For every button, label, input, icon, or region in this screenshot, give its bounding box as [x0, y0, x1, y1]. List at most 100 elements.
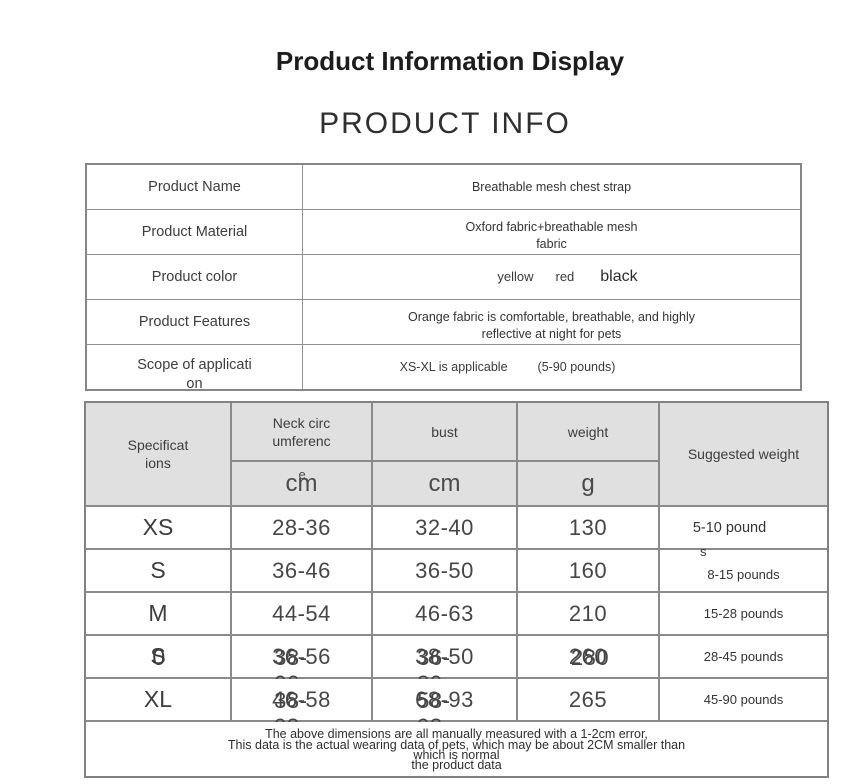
row-label-product-material: Product Material	[87, 210, 302, 254]
size-value: XS	[142, 514, 174, 540]
scope-sizes: XS-XL is applicable	[399, 360, 508, 374]
row-label-product-name: Product Name	[87, 165, 302, 209]
header-specifications: Specificat ions	[86, 403, 230, 505]
unit-weight-g: g	[518, 462, 658, 505]
size-value: M	[148, 600, 168, 626]
header-weight: weight	[518, 403, 658, 460]
spec-row-suggested: 45-90 pounds	[660, 679, 827, 720]
bust-main: 68-93	[415, 686, 474, 712]
spec-row-size: M	[86, 593, 230, 634]
value-text: XS-XL is applicable (5-90 pounds)	[400, 360, 616, 374]
spec-row-weight: 160	[518, 550, 658, 591]
suggested-value: 28-45 pounds	[703, 649, 784, 664]
value-line-2: fabric	[536, 237, 567, 251]
spec-row-neck: 44-54	[232, 593, 371, 634]
unit-text: cm e	[285, 466, 318, 498]
row-value-product-features: Orange fabric is comfortable, breathable…	[303, 300, 800, 344]
spec-row-neck: 28-36	[232, 507, 371, 548]
header-suggested-weight: Suggested weight	[660, 403, 827, 505]
bust-value: 46-63	[415, 600, 474, 626]
weight-value: 210	[568, 600, 608, 626]
size-value: S 0	[150, 643, 165, 670]
row-value-scope-of-application: XS-XL is applicable (5-90 pounds)	[303, 345, 800, 389]
spec-row-neck: 36-46	[232, 550, 371, 591]
unit-value: cm	[285, 469, 318, 497]
spec-row-size: S 0	[86, 636, 230, 677]
row-value-product-material: Oxford fabric+breathable mesh fabric	[303, 210, 800, 254]
bust-value: 38-50 36-80	[415, 643, 474, 696]
weight-value: 260 280	[568, 643, 609, 670]
spec-row-bust: 36-50	[373, 550, 516, 591]
label-text: Product Features	[138, 314, 251, 330]
spec-table: Specificat ions Neck circ umferenc bust …	[84, 401, 829, 778]
size-value: S	[150, 557, 166, 583]
neck-value: 44-54	[272, 600, 331, 626]
spec-row-size: XS	[86, 507, 230, 548]
row-label-product-features: Product Features	[87, 300, 302, 344]
spec-row-weight: 210	[518, 593, 658, 634]
suggested-value: 5-10 pound	[692, 519, 767, 536]
spec-row-bust: 32-40	[373, 507, 516, 548]
scope-pounds: (5-90 pounds)	[537, 360, 616, 374]
neck-main: 46-58	[272, 686, 331, 712]
value-line-1: Orange fabric is comfortable, breathable…	[408, 310, 695, 324]
header-bust: bust	[373, 403, 516, 460]
spec-row-suggested: 15-28 pounds	[660, 593, 827, 634]
spec-row-neck: 36-56 38-06	[232, 636, 371, 696]
color-option-yellow: yellow	[497, 269, 534, 284]
unit-neck-cm: cm e	[232, 462, 371, 505]
page-title: Product Information Display	[275, 46, 625, 76]
header-text: bust	[431, 423, 458, 440]
suggested-overflow: s	[700, 544, 707, 559]
spec-row-neck: 46-58 38-93	[232, 679, 371, 739]
header-text: Specificat ions	[128, 436, 189, 472]
neck-value: 36-46	[272, 557, 331, 583]
row-label-product-color: Product color	[87, 255, 302, 299]
bust-value: 32-40	[415, 514, 474, 540]
spec-row-size: XL	[86, 679, 230, 720]
spec-row-bust: 38-50 36-80	[373, 636, 516, 696]
spec-row-weight: 130	[518, 507, 658, 548]
weight-value: 160	[568, 557, 608, 583]
spec-row-weight: 265	[518, 679, 658, 720]
value-text: Oxford fabric+breathable mesh fabric	[466, 210, 638, 254]
product-info-table: Product Name Breathable mesh chest strap…	[85, 163, 802, 392]
spec-row-suggested: 28-45 pounds	[660, 636, 827, 677]
header-line-1: Neck circ	[272, 414, 331, 431]
value-line-2: reflective at night for pets	[481, 327, 622, 341]
row-label-scope-of-application: Scope of applicati on	[87, 345, 302, 392]
bust-value: 68-93 58-93	[415, 686, 474, 739]
label-text: Scope of applicati on	[137, 345, 251, 394]
color-option-red: red	[555, 269, 575, 284]
value-text: Orange fabric is comfortable, breathable…	[408, 300, 695, 344]
weight-value: 265	[568, 686, 608, 712]
size-value: XL	[143, 686, 173, 712]
unit-bust-cm: cm	[373, 462, 516, 505]
suggested-value: 15-28 pounds	[703, 606, 784, 621]
overflow-letter: e	[298, 466, 306, 482]
weight-main: 260	[568, 643, 608, 669]
footnote-line-4: the product data	[411, 758, 502, 772]
header-line-1: Specificat	[127, 437, 189, 453]
weight-value: 130	[568, 514, 608, 540]
spec-row-suggested: 8-15 pounds	[660, 550, 827, 591]
color-option-black: black	[600, 268, 638, 285]
row-value-product-color: yellow red black	[303, 255, 800, 299]
footnote-line-3: which is normal	[413, 748, 500, 762]
spec-row-bust: 46-63	[373, 593, 516, 634]
header-text: Neck circ umferenc	[272, 414, 330, 450]
label-text: Product Name	[148, 179, 241, 195]
header-line-2: umferenc	[272, 432, 331, 449]
header-text: Suggested weight	[687, 446, 800, 462]
label-text: Product Material	[141, 224, 248, 240]
spec-row-weight: 260 280	[518, 636, 658, 677]
bust-main: 38-50	[415, 643, 474, 669]
suggested-value: 45-90 pounds	[703, 692, 784, 707]
neck-value: 28-36	[272, 514, 331, 540]
row-value-product-name: Breathable mesh chest strap	[303, 165, 800, 209]
suggested-value: 8-15 pounds	[707, 567, 780, 582]
unit-text: cm	[428, 469, 461, 497]
header-line-2: ions	[145, 455, 171, 471]
spec-row-suggested: 5-10 pound s	[660, 507, 827, 559]
